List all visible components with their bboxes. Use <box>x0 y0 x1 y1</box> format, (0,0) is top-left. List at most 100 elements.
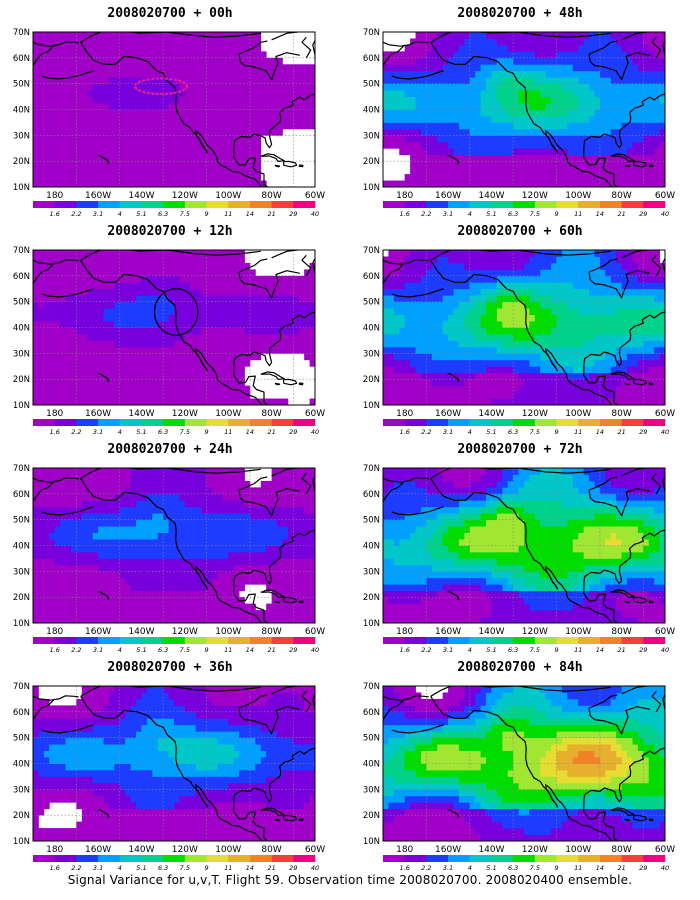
lon-tick-label: 60W <box>655 845 675 855</box>
colorbar-label: 1.6 <box>400 864 410 872</box>
colorbar-label: 9 <box>204 210 208 218</box>
lat-tick-label: 40N <box>363 324 380 334</box>
colorbar-label: 7.5 <box>180 864 190 872</box>
colorbar-label: 3.1 <box>443 646 453 654</box>
colorbar-swatch <box>293 637 316 644</box>
colorbar-swatch <box>621 419 644 426</box>
lon-tick-label: 100W <box>215 409 241 419</box>
lat-tick-label: 70N <box>363 682 380 692</box>
colorbar-swatch <box>469 637 492 644</box>
lon-tick-label: 160W <box>85 191 111 201</box>
lon-tick-label: 180 <box>396 409 413 419</box>
colorbar: 1.6 2.2 3.1 4 5.1 6.3 7.5 9 11 14 21 29 40 <box>33 855 319 872</box>
colorbar-label: 5.1 <box>136 864 146 872</box>
colorbar-swatch <box>426 419 449 426</box>
colorbar-swatch <box>383 419 405 426</box>
map-frame <box>32 31 316 188</box>
colorbar-label: 11 <box>574 864 582 872</box>
map-panel: 2008020700 + 48h 70N 60N 50N 40N 30N 20N 10N 180… <box>350 0 690 218</box>
colorbar-label: 6.3 <box>158 646 168 654</box>
colorbar-label: 4 <box>118 864 122 872</box>
colorbar-swatch <box>249 637 272 644</box>
colorbar-label: 3.1 <box>443 210 453 218</box>
colorbar-label: 3.1 <box>93 428 103 436</box>
observation-marker <box>153 288 199 336</box>
colorbar-swatch <box>426 637 449 644</box>
colorbar-swatch <box>163 637 186 644</box>
colorbar-label: 11 <box>224 646 232 654</box>
colorbar-label: 2.2 <box>71 646 81 654</box>
colorbar-label: 3.1 <box>443 864 453 872</box>
colorbar-swatch <box>33 419 55 426</box>
colorbar-swatch <box>556 855 579 862</box>
map-frame <box>382 31 666 188</box>
lon-tick-label: 180 <box>46 191 63 201</box>
lon-tick-label: 120W <box>172 627 198 637</box>
lon-tick-label: 140W <box>128 845 154 855</box>
colorbar-label: 21 <box>267 864 275 872</box>
colorbar-swatch <box>163 855 186 862</box>
lon-tick-label: 100W <box>215 627 241 637</box>
lat-tick-label: 50N <box>13 80 30 90</box>
colorbar-swatch <box>513 637 536 644</box>
lat-tick-label: 60N <box>13 54 30 64</box>
colorbar-label: 5.1 <box>486 864 496 872</box>
colorbar-label: 3.1 <box>93 646 103 654</box>
colorbar-swatch <box>98 637 121 644</box>
colorbar-swatch <box>599 637 622 644</box>
colorbar-label: 2.2 <box>421 428 431 436</box>
colorbar-swatch <box>491 201 514 208</box>
map-svg: 70N 60N 50N 40N 30N 20N 10N 180 160W 140W 120W 100W… <box>363 464 675 654</box>
colorbar-swatch <box>293 201 316 208</box>
lon-tick-label: 60W <box>305 409 325 419</box>
lon-tick-label: 160W <box>435 845 461 855</box>
colorbar: 1.6 2.2 3.1 4 5.1 6.3 7.5 9 11 14 21 29 40 <box>33 637 319 654</box>
lon-tick-label: 140W <box>128 191 154 201</box>
colorbar-label: 3.1 <box>93 210 103 218</box>
colorbar-label: 11 <box>574 428 582 436</box>
colorbar-label: 9 <box>204 864 208 872</box>
colorbar-label: 21 <box>617 210 625 218</box>
panel-title: 2008020700 + 24h <box>107 442 233 457</box>
colorbar-swatch <box>383 201 405 208</box>
colorbar-label: 1.6 <box>50 646 60 654</box>
lat-tick-label: 50N <box>13 298 30 308</box>
colorbar-label: 6.3 <box>508 646 518 654</box>
colorbar-swatch <box>469 201 492 208</box>
map-panel: 2008020700 + 84h 70N 60N 50N 40N 30N 20N 10N 180… <box>350 654 690 872</box>
colorbar-label: 11 <box>224 210 232 218</box>
variance-field <box>33 32 315 187</box>
colorbar-label: 29 <box>639 646 647 654</box>
colorbar-swatch <box>33 637 55 644</box>
colorbar-swatch <box>621 637 644 644</box>
lat-tick-label: 30N <box>363 131 380 141</box>
map-panel: 2008020700 + 72h 70N 60N 50N 40N 30N 20N 10N 180… <box>350 436 690 654</box>
colorbar-swatch <box>249 201 272 208</box>
colorbar-label: 11 <box>574 210 582 218</box>
colorbar-swatch <box>184 201 207 208</box>
colorbar-swatch <box>404 855 427 862</box>
colorbar-swatch <box>76 201 99 208</box>
lon-tick-label: 140W <box>478 627 504 637</box>
colorbar-label: 11 <box>224 428 232 436</box>
colorbar-swatch <box>119 201 142 208</box>
lon-tick-label: 160W <box>435 627 461 637</box>
colorbar-label: 1.6 <box>400 428 410 436</box>
colorbar-label: 29 <box>289 210 297 218</box>
colorbar-label: 1.6 <box>400 210 410 218</box>
colorbar-label: 2.2 <box>71 864 81 872</box>
map-svg: 70N 60N 50N 40N 30N 20N 10N 180 160W 140W 120W 100W… <box>363 28 675 218</box>
colorbar-swatch <box>534 201 557 208</box>
variance-field <box>383 468 665 623</box>
variance-field <box>383 250 665 405</box>
colorbar-swatch <box>293 855 316 862</box>
colorbar-label: 4 <box>118 646 122 654</box>
lat-tick-label: 50N <box>363 80 380 90</box>
lon-tick-label: 180 <box>46 627 63 637</box>
colorbar: 1.6 2.2 3.1 4 5.1 6.3 7.5 9 11 14 21 29 40 <box>33 419 319 436</box>
colorbar-swatch <box>206 855 229 862</box>
colorbar-swatch <box>293 419 316 426</box>
lon-tick-label: 140W <box>128 409 154 419</box>
graticule <box>33 32 315 187</box>
colorbar-swatch <box>426 201 449 208</box>
